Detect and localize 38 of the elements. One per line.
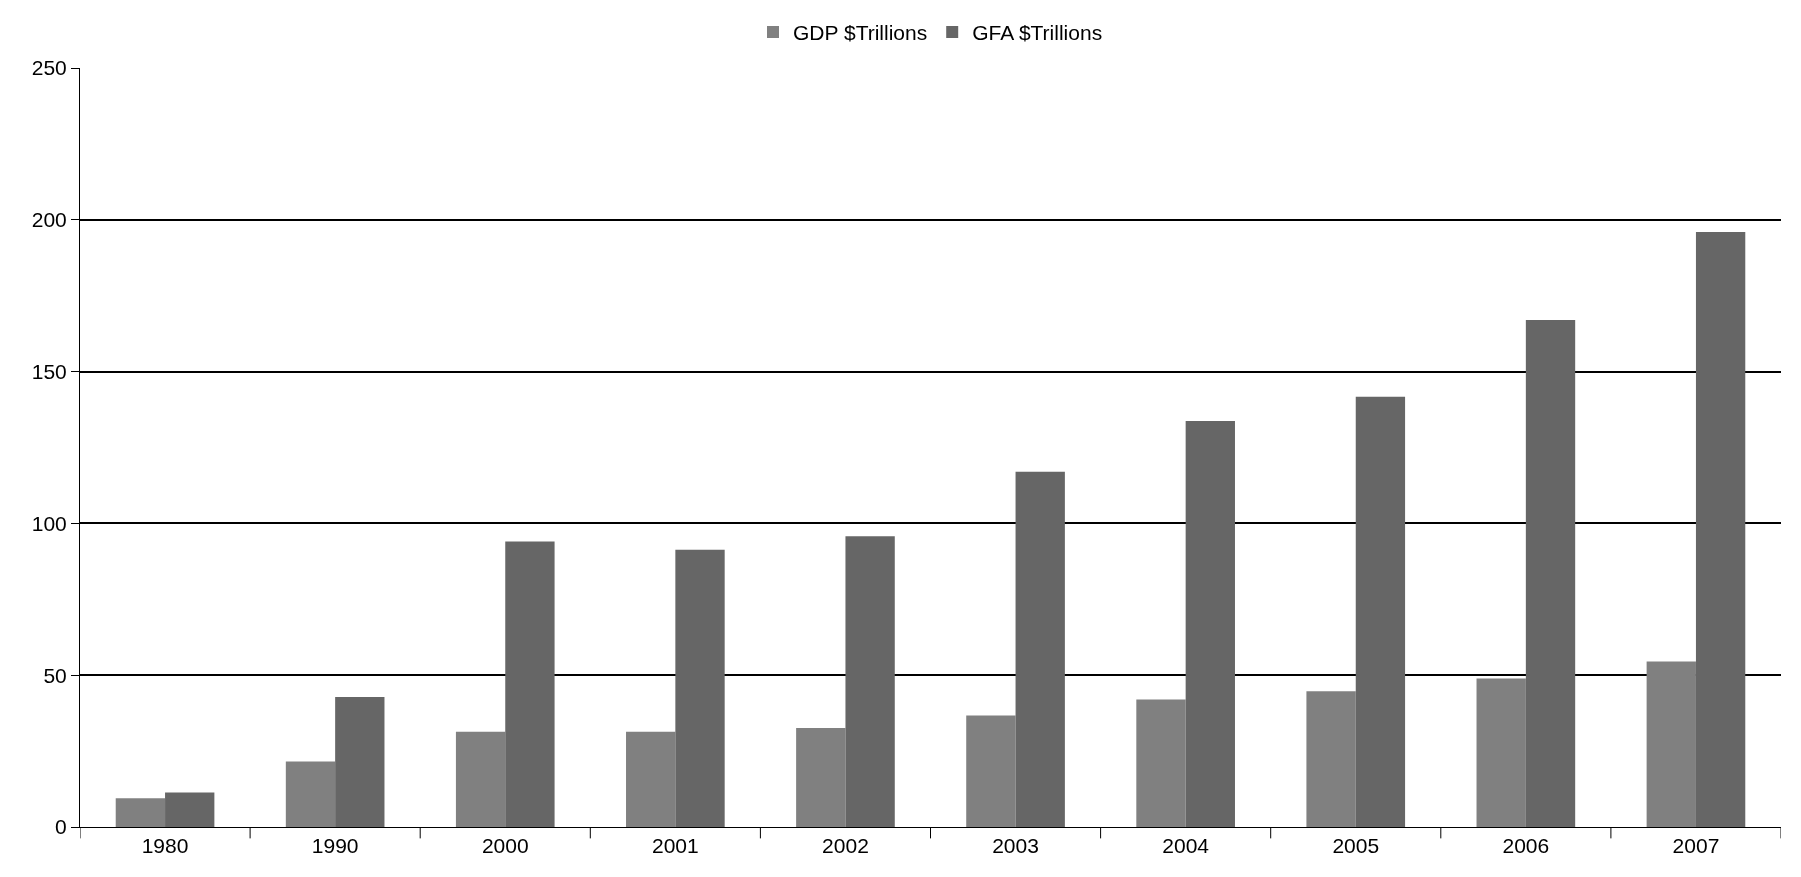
bar — [675, 549, 725, 827]
y-tick-label: 250 — [31, 56, 67, 80]
x-tick-label: 2003 — [992, 834, 1039, 858]
bar — [285, 761, 336, 827]
bar — [1355, 396, 1406, 827]
bar — [845, 536, 895, 827]
bar — [455, 731, 506, 827]
bar — [335, 697, 385, 827]
x-tick-label: 2000 — [481, 834, 529, 858]
x-tick-label: 2007 — [1672, 834, 1720, 858]
bar — [1136, 699, 1186, 827]
bar — [1525, 319, 1576, 827]
bar — [1646, 661, 1696, 827]
bar — [165, 792, 215, 827]
legend-label: GDP $Trillions — [793, 21, 928, 45]
x-tick-label: 2004 — [1162, 834, 1210, 858]
bar — [966, 715, 1016, 827]
bar — [1695, 231, 1746, 827]
y-tick-label: 200 — [31, 208, 67, 232]
x-tick-label: 2005 — [1332, 834, 1380, 858]
x-tick-label: 2002 — [822, 834, 869, 858]
y-tick-label: 150 — [31, 359, 67, 383]
x-tick-label: 1990 — [311, 834, 359, 858]
bar — [796, 728, 846, 827]
bar — [115, 798, 166, 827]
bar — [1306, 691, 1356, 827]
y-tick-label: 100 — [31, 511, 67, 535]
bar — [505, 541, 555, 827]
legend-label: GFA $Trillions — [972, 21, 1103, 45]
bar — [1015, 471, 1065, 827]
y-tick-label: 50 — [43, 663, 67, 687]
bar — [1185, 421, 1235, 827]
bar — [626, 731, 676, 827]
x-tick-label: 2001 — [651, 834, 699, 858]
x-tick-label: 1980 — [141, 834, 189, 858]
x-tick-label: 2006 — [1502, 834, 1550, 858]
y-tick-label: 0 — [55, 815, 67, 839]
bar — [1476, 678, 1526, 827]
